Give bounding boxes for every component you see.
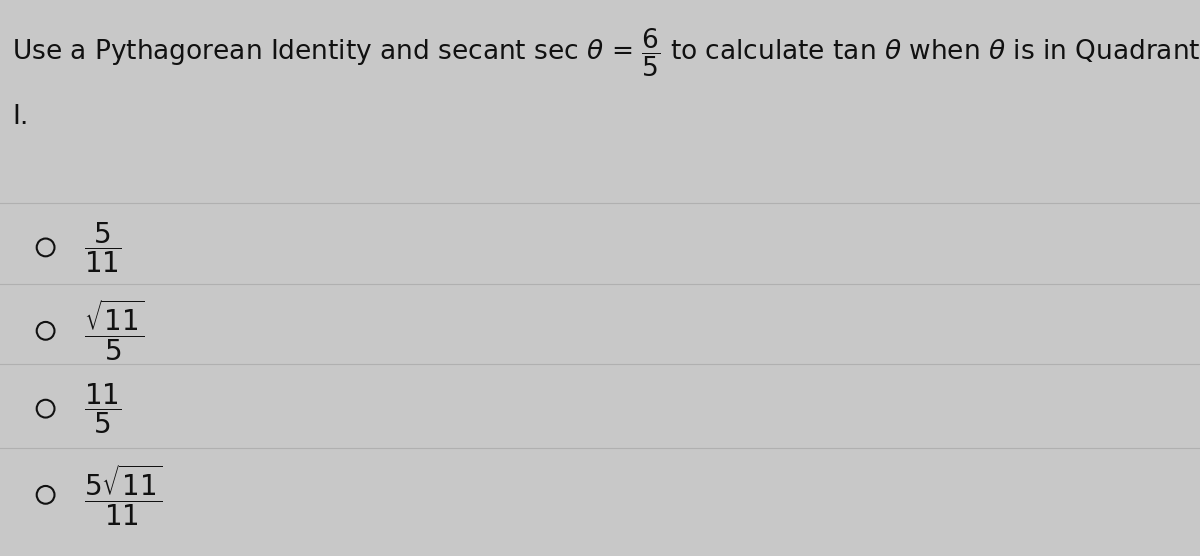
Text: $\dfrac{\sqrt{11}}{5}$: $\dfrac{\sqrt{11}}{5}$ <box>84 298 145 364</box>
Text: $\dfrac{5}{11}$: $\dfrac{5}{11}$ <box>84 220 121 275</box>
Text: I.: I. <box>12 104 29 130</box>
Text: $\dfrac{5\sqrt{11}}{11}$: $\dfrac{5\sqrt{11}}{11}$ <box>84 462 162 528</box>
Text: $\dfrac{11}{5}$: $\dfrac{11}{5}$ <box>84 381 121 436</box>
Text: Use a Pythagorean Identity and secant sec $\theta$ = $\dfrac{6}{5}$ to calculate: Use a Pythagorean Identity and secant se… <box>12 27 1200 79</box>
